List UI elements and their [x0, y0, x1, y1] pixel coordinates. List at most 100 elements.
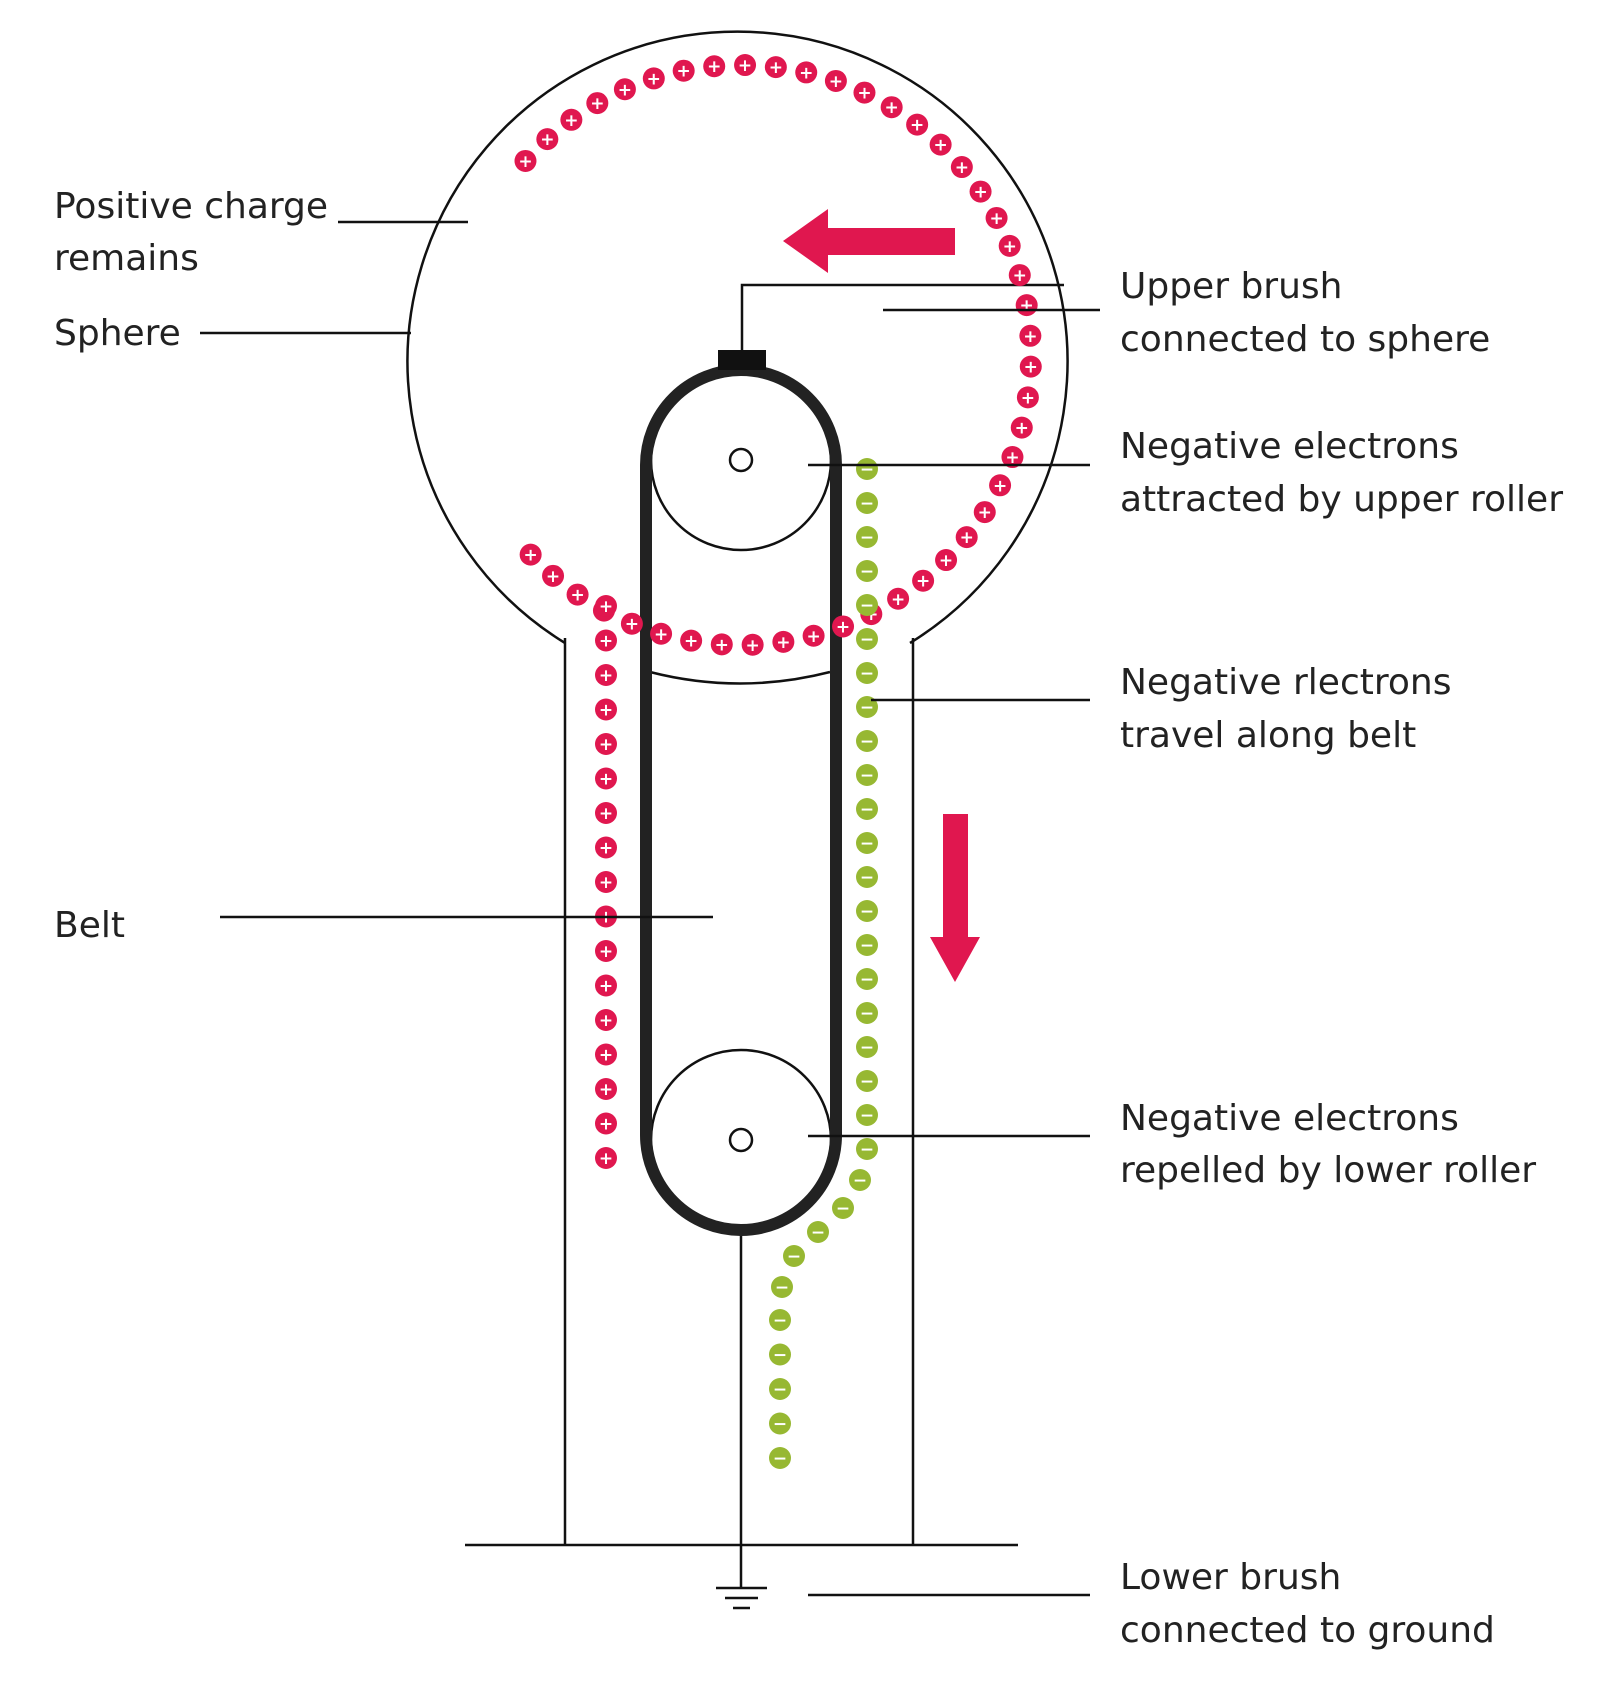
svg-text:−: −: [860, 528, 874, 548]
positive-charge-icon: +: [772, 630, 795, 653]
svg-text:+: +: [540, 130, 554, 150]
svg-text:+: +: [799, 63, 813, 83]
svg-text:−: −: [860, 766, 874, 786]
positive-charge-icon: +: [680, 629, 703, 652]
svg-text:+: +: [738, 56, 752, 76]
svg-text:−: −: [773, 1415, 787, 1435]
label-sphere: Sphere: [54, 313, 181, 354]
negative-charges: −−−−−−−−−−−−−−−−−−−−−−−−−−−−−−−: [769, 458, 878, 1469]
svg-text:+: +: [1013, 266, 1027, 286]
svg-text:+: +: [933, 136, 947, 156]
positive-charge-icon: +: [1016, 386, 1039, 409]
svg-text:+: +: [776, 633, 790, 653]
negative-charge-icon: −: [769, 1309, 791, 1331]
label-upper-brush: Upper brush connected to sphere: [1120, 266, 1490, 360]
label-attracted: Negative electrons attracted by upper ro…: [1120, 426, 1563, 520]
negative-charge-icon: −: [769, 1343, 791, 1366]
positive-charge-icon: +: [1010, 416, 1033, 439]
svg-text:−: −: [860, 664, 874, 684]
svg-text:+: +: [599, 942, 613, 962]
svg-text:+: +: [978, 503, 992, 523]
negative-charge-icon: −: [856, 764, 878, 786]
positive-charge-icon: +: [989, 474, 1012, 497]
label-positive-charge: Positive charge remains: [54, 186, 340, 279]
positive-charge-icon: +: [985, 206, 1008, 229]
svg-text:+: +: [590, 94, 604, 114]
positive-charge-icon: +: [741, 633, 764, 656]
negative-charge-icon: −: [832, 1197, 854, 1219]
svg-text:−: −: [860, 1072, 874, 1092]
upper-roller-axle: [728, 447, 754, 473]
svg-text:+: +: [677, 62, 691, 82]
belt: [640, 364, 842, 1236]
negative-charge-icon: −: [856, 526, 878, 548]
positive-charge-icon: +: [586, 92, 609, 115]
svg-text:−: −: [836, 1199, 850, 1219]
upper-brush: [718, 350, 766, 370]
positive-charge-icon: +: [519, 543, 542, 566]
positive-charge-icon: +: [595, 1112, 617, 1135]
svg-text:+: +: [829, 72, 843, 92]
svg-text:−: −: [860, 902, 874, 922]
positive-charge-icon: +: [734, 54, 757, 77]
svg-text:−: −: [775, 1278, 789, 1298]
svg-text:+: +: [939, 551, 953, 571]
negative-charge-icon: −: [856, 1070, 878, 1092]
positive-charge-icon: +: [595, 836, 617, 859]
negative-charge-icon: −: [769, 1447, 791, 1469]
negative-charge-icon: −: [856, 1104, 878, 1126]
svg-text:+: +: [599, 770, 613, 790]
positive-charge-icon: +: [880, 96, 903, 119]
svg-text:+: +: [654, 625, 668, 645]
svg-text:−: −: [860, 936, 874, 956]
positive-charge-icon: +: [906, 113, 929, 136]
svg-text:+: +: [916, 572, 930, 592]
svg-text:−: −: [773, 1380, 787, 1400]
svg-text:+: +: [960, 528, 974, 548]
positive-charge-icon: +: [642, 67, 665, 90]
negative-charge-icon: −: [856, 730, 878, 752]
svg-text:+: +: [599, 597, 613, 617]
positive-charge-icon: +: [566, 583, 589, 606]
svg-text:−: −: [860, 1004, 874, 1024]
positive-charge-icon: +: [672, 59, 695, 82]
svg-text:+: +: [1020, 296, 1034, 316]
svg-text:+: +: [989, 209, 1003, 229]
svg-text:−: −: [860, 596, 874, 616]
negative-charge-icon: −: [856, 1138, 878, 1160]
svg-text:−: −: [787, 1247, 801, 1267]
svg-text:+: +: [518, 152, 532, 172]
svg-text:−: −: [860, 630, 874, 650]
svg-text:−: −: [811, 1223, 825, 1243]
sphere-inner-arc: [649, 670, 831, 685]
positive-charge-icon: +: [802, 624, 825, 647]
svg-text:+: +: [618, 80, 632, 100]
positive-charge-icon: +: [887, 587, 910, 610]
svg-text:+: +: [885, 98, 899, 118]
negative-charge-icon: −: [769, 1412, 791, 1435]
svg-text:+: +: [684, 632, 698, 652]
svg-text:+: +: [599, 804, 613, 824]
positive-charge-icon: +: [595, 629, 617, 652]
svg-text:+: +: [836, 617, 850, 637]
positive-charge-icon: +: [620, 612, 643, 635]
svg-text:+: +: [599, 873, 613, 893]
positive-charge-icon: +: [595, 1043, 617, 1066]
positive-charge-icon: +: [536, 128, 559, 151]
positive-charge-icon: +: [595, 767, 617, 790]
positive-charge-icon: +: [595, 595, 617, 617]
positive-charge-icon: +: [595, 1147, 617, 1169]
positive-charge-icon: +: [613, 78, 636, 101]
positive-charge-icon: +: [853, 81, 876, 104]
negative-charge-icon: −: [856, 458, 878, 480]
positive-charge-icon: +: [542, 564, 565, 587]
svg-text:+: +: [1023, 327, 1037, 347]
svg-text:+: +: [1024, 358, 1038, 378]
svg-text:+: +: [955, 158, 969, 178]
svg-text:+: +: [599, 1149, 613, 1169]
positive-charge-icon: +: [595, 664, 617, 686]
svg-text:+: +: [599, 735, 613, 755]
negative-charge-icon: −: [771, 1276, 793, 1298]
svg-text:−: −: [860, 868, 874, 888]
